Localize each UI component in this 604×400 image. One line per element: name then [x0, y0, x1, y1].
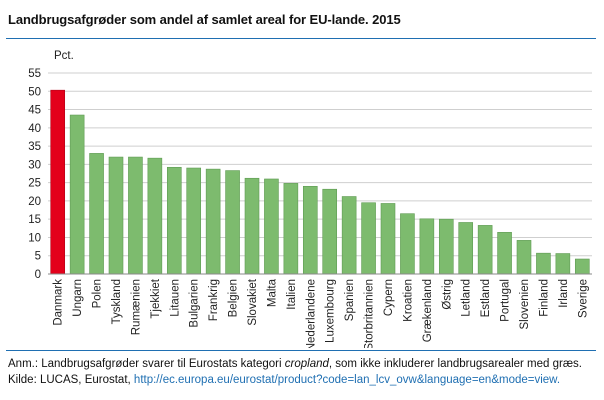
- x-tick-label: Frankrig: [208, 279, 220, 321]
- top-rule: [6, 38, 596, 39]
- x-tick-label: Estland: [480, 279, 492, 317]
- x-tick-label: Bulgarien: [189, 279, 201, 328]
- y-tick-label: 10: [28, 232, 41, 244]
- x-tick-label: Letland: [461, 279, 473, 317]
- x-tick-label: Spanien: [344, 279, 356, 321]
- y-tick-label: 20: [28, 196, 41, 208]
- source-link[interactable]: http://ec.europa.eu/eurostat/product?cod…: [133, 374, 561, 386]
- x-tick-label: Tjekkiet: [150, 278, 162, 318]
- x-tick-label: Polen: [92, 279, 104, 308]
- bar: [419, 218, 435, 275]
- x-tick-label: Tyskland: [111, 279, 123, 324]
- bar: [244, 177, 260, 275]
- x-tick-label: Cypern: [383, 279, 395, 316]
- bar: [108, 156, 124, 275]
- bar: [574, 258, 590, 275]
- y-tick-label: 40: [28, 123, 41, 135]
- bar: [516, 240, 532, 275]
- y-tick-label: 0: [35, 269, 41, 281]
- x-tick-label: Belgien: [228, 279, 240, 317]
- footnote-prefix: Anm.: Landbrugsafgrøder svarer til Euros…: [8, 358, 285, 370]
- y-tick-label: 55: [28, 68, 41, 80]
- bar: [50, 89, 66, 275]
- bar: [458, 222, 474, 275]
- footnote: Anm.: Landbrugsafgrøder svarer til Euros…: [8, 357, 582, 371]
- x-tick-label: Irland: [558, 279, 570, 308]
- bar: [205, 168, 221, 275]
- x-tick-label: Finland: [538, 279, 550, 317]
- y-tick-label: 5: [35, 251, 41, 263]
- x-tick-label: Grækenland: [422, 279, 434, 342]
- source-prefix: Kilde: LUCAS, Eurostat,: [8, 374, 134, 386]
- bottom-rule: [6, 350, 596, 351]
- bar: [380, 203, 396, 275]
- bar: [283, 183, 299, 275]
- y-tick-label: 45: [28, 105, 41, 117]
- x-tick-label: Malta: [266, 278, 278, 307]
- x-tick-label: Østrig: [441, 279, 453, 310]
- bar: [536, 252, 551, 275]
- bar: [302, 185, 318, 275]
- y-tick-label: 30: [28, 159, 41, 171]
- bar: [264, 178, 279, 275]
- x-tick-label: Luxembourg: [325, 279, 337, 343]
- bar: [477, 225, 493, 275]
- bar: [555, 253, 571, 275]
- y-tick-label: 50: [28, 86, 41, 98]
- x-tick-label: Rumænien: [130, 279, 142, 335]
- x-tick-label: Storbritannien: [364, 279, 376, 348]
- x-tick-label: Slovakiet: [247, 278, 259, 325]
- bar: [166, 166, 182, 275]
- bar: [225, 170, 240, 275]
- bar: [341, 196, 357, 275]
- bar: [69, 114, 85, 275]
- y-tick-label: 25: [28, 178, 41, 190]
- bar: [322, 188, 338, 275]
- footnote-term: cropland: [284, 358, 329, 370]
- y-axis-label: Pct.: [54, 50, 74, 62]
- bar: [89, 153, 104, 275]
- bar-chart: 0 5 10 15 20 25 30 35 40 45 50 55 Pct. Danmark Ungarn P…: [28, 50, 592, 348]
- bar: [438, 218, 454, 275]
- x-tick-label: Danmark: [53, 279, 65, 326]
- chart-title: Landbrugsafgrøder som andel af samlet ar…: [8, 12, 401, 27]
- x-tick-label: Ungarn: [72, 279, 84, 317]
- x-tick-label: Litauen: [169, 279, 181, 317]
- bar: [186, 167, 202, 275]
- bar: [361, 202, 376, 275]
- x-tick-label: Sverige: [577, 279, 589, 318]
- y-tick-label: 35: [28, 141, 41, 153]
- x-tick-label: Nederlandene: [305, 279, 317, 348]
- bar: [400, 213, 415, 275]
- bar: [147, 157, 163, 275]
- x-tick-label: Kroatien: [402, 279, 414, 322]
- source-note: Kilde: LUCAS, Eurostat, http://ec.europa…: [8, 373, 560, 387]
- y-tick-label: 15: [28, 214, 41, 226]
- bar: [497, 232, 512, 275]
- bar: [128, 156, 143, 275]
- x-tick-label: Italien: [286, 279, 298, 310]
- x-tick-label: Portugal: [500, 279, 512, 322]
- footnote-suffix: , som ikke inkluderer landbrugsarealer m…: [328, 358, 583, 370]
- x-tick-label: Slovenien: [519, 279, 531, 330]
